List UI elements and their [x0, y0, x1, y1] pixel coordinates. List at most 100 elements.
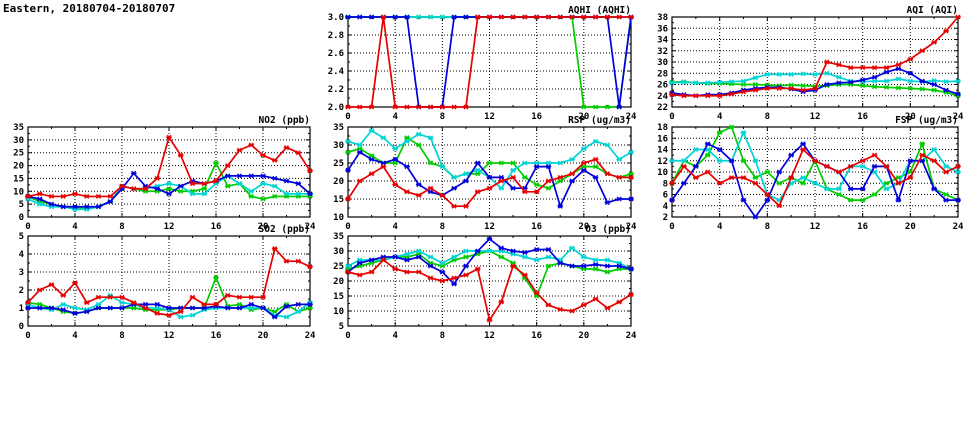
page-title: Eastern, 20180704-20180707: [3, 2, 176, 15]
x-tick-label: 12: [484, 331, 495, 341]
red-series-markers: [25, 134, 313, 199]
x-tick-label: 8: [440, 222, 445, 232]
x-tick-label: 16: [531, 331, 542, 341]
x-tick-label: 20: [905, 222, 916, 232]
y-tick-label: 2: [663, 213, 668, 223]
y-tick-label: 5: [339, 322, 344, 332]
y-tick-label: 15: [333, 292, 344, 302]
cyan-series-markers: [345, 128, 634, 191]
y-tick-label: 32: [657, 47, 668, 57]
y-tick-label: 10: [657, 168, 668, 178]
y-tick-label: 10: [333, 307, 344, 317]
chart-aqi: 22 24 26 28 30 32 34 36 38 0 4 8 12 16 20 24 AQI (AQI): [632, 3, 968, 129]
chart-title: AQI (AQI): [907, 5, 958, 16]
chart-title: O3 (ppb): [585, 224, 631, 235]
x-tick-label: 20: [258, 222, 269, 232]
chart-so2: 0 1 2 3 4 5 0 4 8 12 16 20 24 SO2 (ppb): [0, 222, 320, 348]
x-tick-label: 24: [626, 331, 637, 341]
y-tick-label: 30: [13, 136, 24, 146]
y-tick-label: 18: [657, 123, 668, 133]
y-tick-label: 35: [333, 232, 344, 242]
x-tick-label: 0: [25, 331, 30, 341]
x-tick-label: 0: [669, 222, 674, 232]
x-tick-label: 0: [345, 222, 350, 232]
grid-lines: [28, 127, 310, 217]
chart-no2: 0 5 10 15 20 25 30 35 0 4 8 12 16 20 24 NO2 (ppb): [0, 113, 320, 239]
y-tick-label: 6: [663, 191, 668, 201]
chart-title: FSP (ug/m3): [895, 115, 958, 126]
y-tick-label: 25: [333, 159, 344, 169]
x-tick-label: 4: [717, 222, 723, 232]
x-tick-label: 16: [211, 331, 222, 341]
x-tick-label: 4: [717, 112, 723, 122]
y-tick-label: 0: [19, 322, 24, 332]
y-tick-label: 3: [19, 268, 24, 278]
x-tick-label: 8: [765, 222, 770, 232]
y-tick-label: 0: [19, 213, 24, 223]
x-tick-label: 16: [531, 222, 542, 232]
y-tick-label: 4: [663, 202, 669, 212]
x-tick-label: 24: [305, 331, 316, 341]
chart-o3: 5 10 15 20 25 30 35 0 4 8 12 16 20 24 O3 (ppb): [308, 222, 641, 348]
plot-border: [347, 126, 632, 218]
chart-title: SO2 (ppb): [259, 224, 310, 235]
x-tick-label: 8: [119, 331, 124, 341]
x-tick-label: 12: [164, 222, 175, 232]
y-tick-label: 5: [19, 232, 24, 242]
red-series-markers: [345, 14, 634, 110]
chart-rsp: 10 15 20 25 30 35 0 4 8 12 16 20 24 RSP (ug/m3): [308, 113, 641, 239]
x-tick-label: 20: [905, 112, 916, 122]
y-tick-label: 25: [13, 149, 24, 159]
x-tick-label: 20: [578, 112, 589, 122]
y-tick-label: 34: [657, 36, 668, 46]
y-tick-label: 35: [333, 123, 344, 133]
y-tick-label: 14: [657, 146, 668, 156]
chart-aqhi: 2.0 2.2 2.4 2.6 2.8 3.0 0 4 8 12 16 20 24 AQHI (AQHI): [308, 3, 641, 129]
blue-series-markers: [25, 301, 313, 320]
y-tick-label: 20: [333, 177, 344, 187]
x-tick-label: 12: [164, 331, 175, 341]
x-tick-label: 0: [345, 112, 350, 122]
grid-lines: [348, 127, 631, 217]
grid-lines: [348, 17, 631, 107]
x-tick-label: 16: [857, 112, 868, 122]
y-tick-label: 35: [13, 123, 24, 133]
plot-border: [27, 126, 311, 218]
x-tick-label: 20: [578, 331, 589, 341]
x-tick-label: 4: [72, 222, 78, 232]
y-tick-label: 25: [333, 262, 344, 272]
y-tick-label: 8: [663, 179, 668, 189]
y-tick-label: 30: [657, 58, 668, 68]
x-tick-label: 8: [765, 112, 770, 122]
y-tick-label: 2.8: [328, 31, 344, 41]
y-tick-label: 16: [657, 134, 668, 144]
grid-lines: [348, 236, 631, 326]
y-tick-label: 30: [333, 247, 344, 257]
x-tick-label: 12: [484, 112, 495, 122]
x-tick-label: 8: [119, 222, 124, 232]
chart-canvas-no2: 0 5 10 15 20 25 30 35 0 4 8 12 16 20 24 NO2 (ppb): [13, 115, 316, 232]
x-tick-label: 4: [392, 112, 398, 122]
red-series-markers: [345, 156, 634, 209]
x-tick-label: 20: [578, 222, 589, 232]
y-tick-label: 10: [13, 187, 24, 197]
y-tick-label: 38: [657, 13, 668, 23]
x-tick-label: 8: [440, 112, 445, 122]
plot-border: [671, 16, 959, 108]
chart-fsp: 2 4 6 8 10 12 14 16 18 0 4 8 12 16 20 24 FSP (ug/m3): [632, 113, 968, 239]
chart-title: NO2 (ppb): [259, 115, 310, 126]
x-tick-label: 24: [626, 222, 637, 232]
cyan-series-line: [27, 294, 311, 318]
y-tick-label: 12: [657, 157, 668, 167]
x-tick-label: 12: [484, 222, 495, 232]
y-tick-label: 20: [13, 162, 24, 172]
red-series-markers: [25, 246, 313, 318]
y-tick-label: 2.4: [328, 67, 345, 77]
x-tick-label: 24: [305, 222, 316, 232]
y-tick-label: 26: [657, 81, 668, 91]
green-series-markers: [25, 160, 313, 212]
x-tick-label: 16: [211, 222, 222, 232]
x-tick-label: 24: [626, 112, 637, 122]
